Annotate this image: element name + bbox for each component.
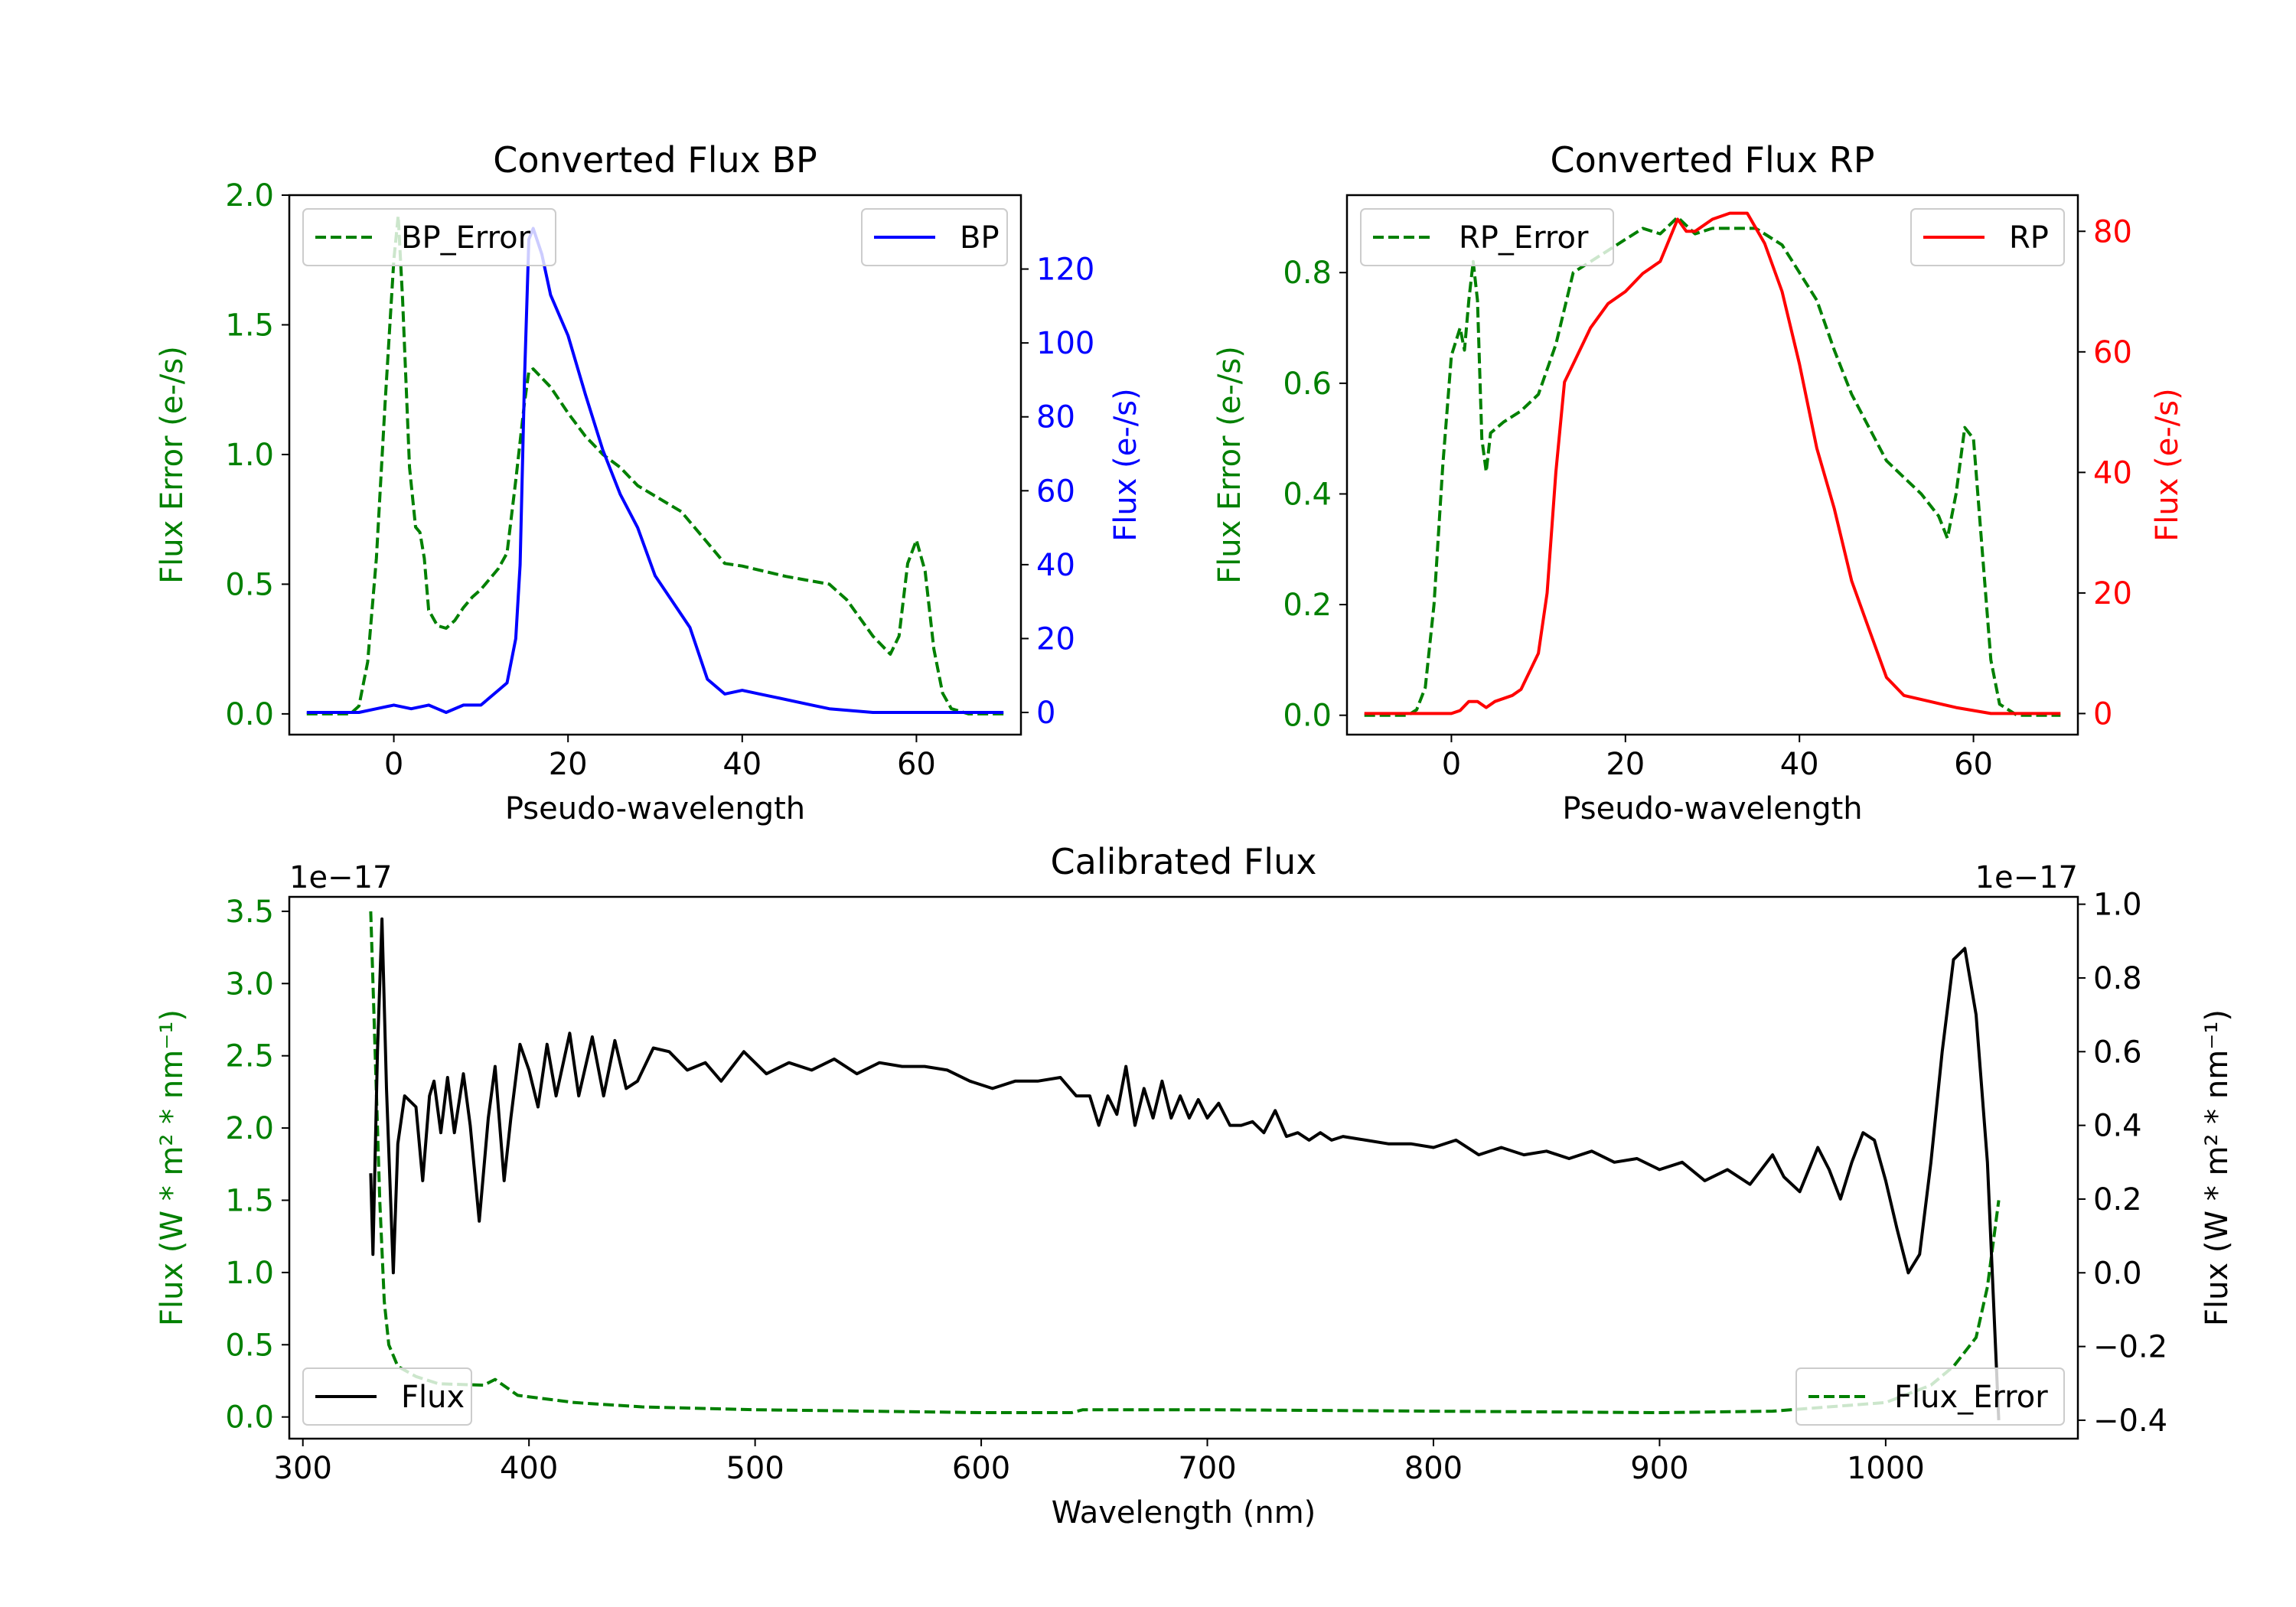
cal-ytick-left-label: 1.0 [225, 1256, 274, 1291]
cal-xtick-label: 900 [1630, 1451, 1688, 1486]
rp-ytick-left-label: 0.6 [1283, 367, 1332, 402]
cal-xtick-label: 700 [1178, 1451, 1236, 1486]
rp-series-rp [1364, 211, 2061, 715]
cal-xtick-label: 800 [1404, 1451, 1463, 1486]
bp-ylabel-right: Flux (e-/s) [1108, 388, 1143, 541]
bp-ytick-left-label: 0.5 [225, 567, 274, 602]
bp-xtick-label: 60 [897, 747, 936, 782]
cal-ytick-left-label: 2.5 [225, 1039, 274, 1074]
cal-series-flux-error [369, 911, 2001, 1414]
cal-xtick-label: 300 [274, 1451, 332, 1486]
bp-xtick-label: 0 [384, 747, 403, 782]
legend-label: BP_Error [401, 220, 531, 256]
rp-ytick-right-label: 60 [2093, 335, 2132, 370]
bp-xtick-label: 20 [549, 747, 588, 782]
bp-ytick-left-label: 1.5 [225, 308, 274, 343]
rp-ytick-right-label: 80 [2093, 214, 2132, 249]
cal-ytick-right-label: 0.0 [2093, 1256, 2142, 1291]
cal-xtick-label: 600 [952, 1451, 1010, 1486]
cal-offset-left: 1e−17 [289, 860, 392, 895]
cal-xtick-label: 400 [500, 1451, 558, 1486]
rp-ytick-right-label: 20 [2093, 576, 2132, 611]
cal-series-flux [369, 917, 2001, 1420]
rp-ytick-right-label: 40 [2093, 455, 2132, 491]
rp-ytick-right-label: 0 [2093, 696, 2112, 732]
rp-legend-rp: RP [1910, 208, 2065, 266]
cal-legend-flux-error: Flux_Error [1795, 1367, 2065, 1426]
bp-ylabel-left: Flux Error (e-/s) [155, 346, 190, 584]
cal-ytick-left-label: 0.0 [225, 1400, 274, 1436]
cal-offset-right: 1e−17 [1975, 860, 2078, 895]
cal-xtick-label: 1000 [1847, 1451, 1925, 1486]
cal-ytick-left-label: 2.0 [225, 1111, 274, 1146]
bp-axes-frame [288, 194, 1022, 736]
cal-ytick-right-label: −0.4 [2093, 1403, 2167, 1439]
rp-legend-rp-error: RP_Error [1360, 208, 1614, 266]
cal-ytick-right-label: −0.2 [2093, 1330, 2167, 1365]
bp-ytick-right-label: 0 [1036, 696, 1055, 731]
cal-legend-flux: Flux [302, 1367, 472, 1426]
bp-xlabel: Pseudo-wavelength [505, 791, 805, 826]
legend-box [302, 208, 556, 266]
rp-xtick-label: 40 [1780, 747, 1819, 782]
rp-ytick-left-label: 0.8 [1283, 256, 1332, 291]
bp-title: Converted Flux BP [493, 139, 817, 181]
legend-label: RP_Error [1459, 220, 1589, 256]
rp-title: Converted Flux RP [1551, 139, 1875, 181]
cal-ytick-right-label: 0.4 [2093, 1109, 2142, 1144]
rp-ylabel-left: Flux Error (e-/s) [1212, 346, 1247, 584]
cal-ytick-left-label: 3.5 [225, 895, 274, 930]
cal-ylabel-left: Flux (W * m² * nm⁻¹) [155, 1009, 190, 1326]
legend-box [1360, 208, 1614, 266]
rp-ytick-left-label: 0.0 [1283, 699, 1332, 734]
bp-series-bp-error [306, 214, 1004, 715]
rp-xtick-label: 0 [1442, 747, 1461, 782]
cal-ytick-right-label: 1.0 [2093, 888, 2142, 923]
bp-legend-bp-error: BP_Error [302, 208, 556, 266]
bp-ytick-left-label: 1.0 [225, 438, 274, 473]
cal-ytick-left-label: 0.5 [225, 1328, 274, 1363]
legend-box [1910, 208, 2065, 266]
legend-label: RP [2009, 220, 2049, 256]
bp-ytick-right-label: 40 [1036, 548, 1075, 583]
cal-ytick-right-label: 0.8 [2093, 961, 2142, 996]
cal-ytick-left-label: 3.0 [225, 966, 274, 1002]
bp-ytick-left-label: 0.0 [225, 697, 274, 732]
cal-ylabel-right: Flux (W * m² * nm⁻¹) [2200, 1009, 2235, 1326]
bp-ytick-left-label: 2.0 [225, 178, 274, 214]
cal-title: Calibrated Flux [1051, 841, 1317, 882]
cal-ytick-right-label: 0.6 [2093, 1035, 2142, 1070]
cal-xtick-label: 500 [726, 1451, 784, 1486]
bp-xtick-label: 40 [722, 747, 762, 782]
rp-ytick-left-label: 0.4 [1283, 477, 1332, 512]
rp-xtick-label: 60 [1954, 747, 1993, 782]
bp-ytick-right-label: 80 [1036, 400, 1075, 435]
rp-xlabel: Pseudo-wavelength [1562, 791, 1862, 826]
bp-ytick-right-label: 120 [1036, 253, 1094, 288]
cal-ytick-right-label: 0.2 [2093, 1182, 2142, 1217]
rp-series-rp-error [1364, 215, 2061, 717]
bp-series-bp [306, 227, 1004, 714]
bp-ytick-right-label: 60 [1036, 474, 1075, 509]
bp-legend-bp: BP [861, 208, 1008, 266]
legend-label: Flux [401, 1380, 465, 1415]
rp-ylabel-right: Flux (e-/s) [2150, 388, 2185, 541]
rp-xtick-label: 20 [1606, 747, 1645, 782]
legend-label: BP [960, 220, 1000, 256]
cal-xlabel: Wavelength (nm) [1052, 1495, 1316, 1530]
bp-ytick-right-label: 20 [1036, 621, 1075, 657]
cal-ytick-left-label: 1.5 [225, 1183, 274, 1218]
legend-label: Flux_Error [1894, 1380, 2048, 1415]
rp-chart: 0 20 40 60 0.0 0.2 0.4 0.6 0.8 0 20 40 60 80 Converted… [1212, 139, 2185, 826]
bp-ytick-right-label: 100 [1036, 326, 1094, 361]
rp-axes-frame [1345, 194, 2079, 736]
legend-box [1795, 1367, 2065, 1426]
bp-chart: 0 20 40 60 0.0 0.5 1.0 1.5 2.0 0 20 40 60 80 100 120 Con… [155, 139, 1143, 826]
legend-box [302, 1367, 472, 1426]
rp-ytick-left-label: 0.2 [1283, 588, 1332, 623]
cal-chart: 300 400 500 600 700 800 900 1000 0.0 0.5 1.0 1.5 2.0… [155, 841, 2235, 1530]
cal-axes-frame [288, 895, 2079, 1440]
